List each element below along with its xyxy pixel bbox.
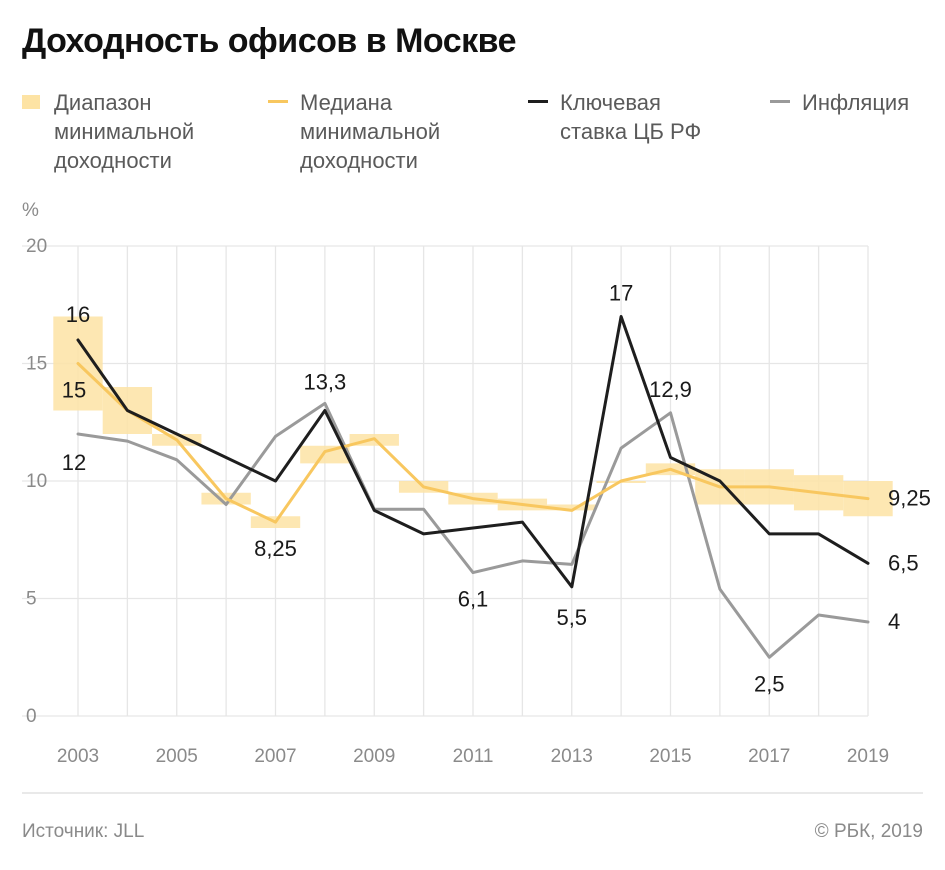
legend-swatch-median [268, 100, 288, 103]
copyright: © РБК, 2019 [814, 821, 923, 842]
y-tick-label: 20 [26, 236, 47, 257]
legend-swatch-inflation [770, 100, 790, 103]
data-label: 15 [62, 378, 86, 403]
chart-title: Доходность офисов в Москве [22, 22, 517, 60]
data-label: 6,5 [888, 550, 919, 575]
x-tick-label: 2003 [57, 746, 99, 767]
legend-label-range: Диапазон минимальной доходности [54, 90, 195, 173]
y-axis-label: % [22, 200, 39, 221]
data-label: 9,25 [888, 486, 931, 511]
x-tick-label: 2017 [748, 746, 790, 767]
data-label: 17 [609, 281, 633, 306]
x-tick-label: 2005 [156, 746, 198, 767]
range-box [547, 504, 597, 511]
x-tick-label: 2015 [649, 746, 691, 767]
legend-label-inflation: Инфляция [802, 90, 910, 115]
data-label: 12,9 [649, 377, 692, 402]
y-tick-label: 0 [26, 706, 37, 727]
x-tick-label: 2013 [551, 746, 593, 767]
y-tick-label: 10 [26, 471, 47, 492]
data-label: 12 [62, 450, 86, 475]
data-label: 6,1 [458, 587, 489, 612]
range-box [300, 445, 350, 464]
data-label: 13,3 [303, 369, 346, 394]
x-tick-label: 2007 [254, 746, 296, 767]
data-label: 16 [66, 302, 90, 327]
legend: Диапазон минимальной доходности Медиана … [0, 88, 945, 178]
legend-label-median: Медиана минимальной доходности [300, 90, 441, 173]
x-tick-label: 2019 [847, 746, 889, 767]
key-rate-line [76, 315, 870, 589]
source-note: Источник: JLL [22, 821, 145, 842]
legend-label-key-rate: Ключевая ставка ЦБ РФ [560, 90, 702, 144]
legend-swatch-range [22, 95, 40, 109]
x-tick-label: 2009 [353, 746, 395, 767]
inflation-line [76, 401, 870, 659]
median-line [76, 362, 870, 524]
x-tick-label: 2011 [453, 746, 494, 767]
legend-swatch-key-rate [528, 100, 548, 103]
data-label: 8,25 [254, 536, 297, 561]
y-tick-label: 5 [26, 589, 37, 610]
data-label: 4 [888, 609, 900, 634]
data-label: 2,5 [754, 671, 785, 696]
data-label: 5,5 [556, 605, 587, 630]
y-tick-label: 15 [26, 354, 47, 375]
